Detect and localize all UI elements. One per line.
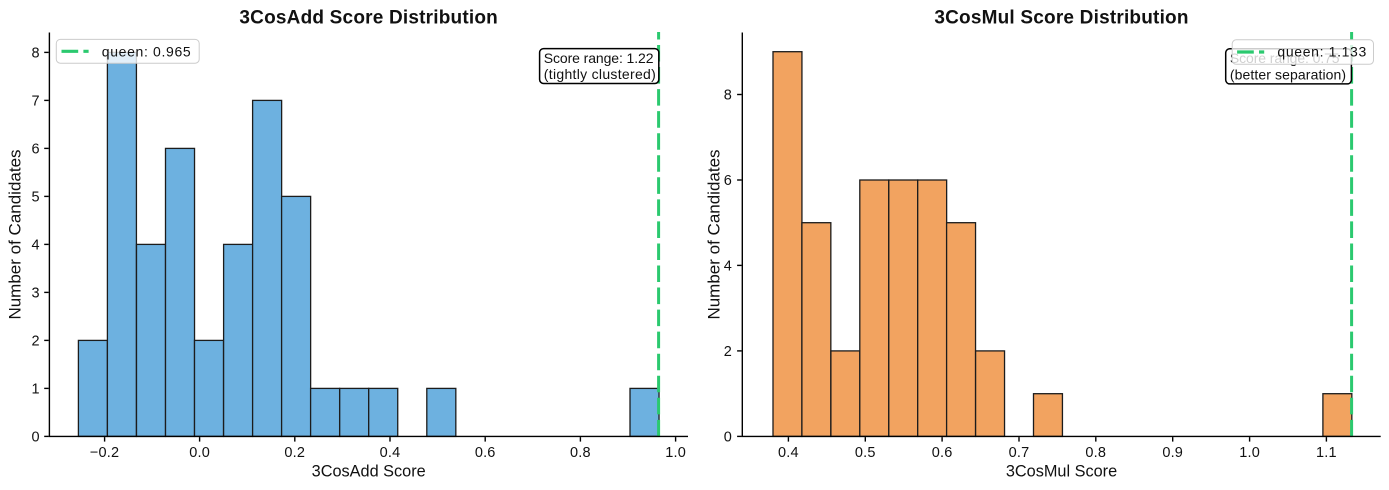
svg-text:1.0: 1.0: [665, 445, 686, 461]
svg-text:0.6: 0.6: [932, 445, 953, 461]
svg-text:0: 0: [724, 430, 732, 446]
svg-text:0.5: 0.5: [855, 445, 876, 461]
svg-text:7: 7: [32, 94, 40, 110]
svg-text:Number of Candidates: Number of Candidates: [705, 149, 724, 319]
svg-text:3CosAdd Score: 3CosAdd Score: [312, 462, 426, 480]
svg-text:3CosAdd Score Distribution: 3CosAdd Score Distribution: [239, 8, 498, 29]
svg-text:2: 2: [724, 344, 732, 360]
svg-text:1.0: 1.0: [1239, 445, 1260, 461]
svg-text:0.0: 0.0: [189, 445, 210, 461]
svg-text:8: 8: [724, 88, 732, 104]
svg-text:−0.2: −0.2: [90, 445, 119, 461]
svg-text:0.2: 0.2: [284, 445, 305, 461]
svg-text:Score range: 1.22: Score range: 1.22: [544, 50, 654, 66]
svg-text:0.9: 0.9: [1162, 445, 1183, 461]
svg-text:1: 1: [32, 382, 40, 398]
svg-text:queen: 0.965: queen: 0.965: [102, 43, 192, 59]
svg-text:2: 2: [32, 334, 40, 350]
svg-text:3: 3: [32, 286, 40, 302]
svg-text:0.7: 0.7: [1009, 445, 1030, 461]
svg-text:0.4: 0.4: [778, 445, 799, 461]
svg-text:3CosMul Score: 3CosMul Score: [1006, 462, 1117, 480]
svg-text:4: 4: [32, 238, 40, 254]
svg-text:(better separation): (better separation): [1230, 66, 1346, 82]
svg-text:4: 4: [724, 259, 732, 275]
svg-text:0.8: 0.8: [570, 445, 591, 461]
svg-text:0.6: 0.6: [475, 445, 496, 461]
svg-text:0.4: 0.4: [380, 445, 401, 461]
svg-text:1.1: 1.1: [1316, 445, 1337, 461]
svg-text:6: 6: [32, 142, 40, 158]
svg-text:0: 0: [32, 430, 40, 446]
svg-text:queen: 1.133: queen: 1.133: [1277, 43, 1367, 59]
svg-text:8: 8: [32, 46, 40, 62]
svg-text:0.8: 0.8: [1085, 445, 1106, 461]
svg-text:(tightly clustered): (tightly clustered): [544, 66, 656, 82]
svg-text:3CosMul Score Distribution: 3CosMul Score Distribution: [934, 8, 1188, 29]
svg-text:5: 5: [32, 190, 40, 206]
svg-text:Number of Candidates: Number of Candidates: [6, 149, 25, 319]
svg-text:6: 6: [724, 173, 732, 189]
